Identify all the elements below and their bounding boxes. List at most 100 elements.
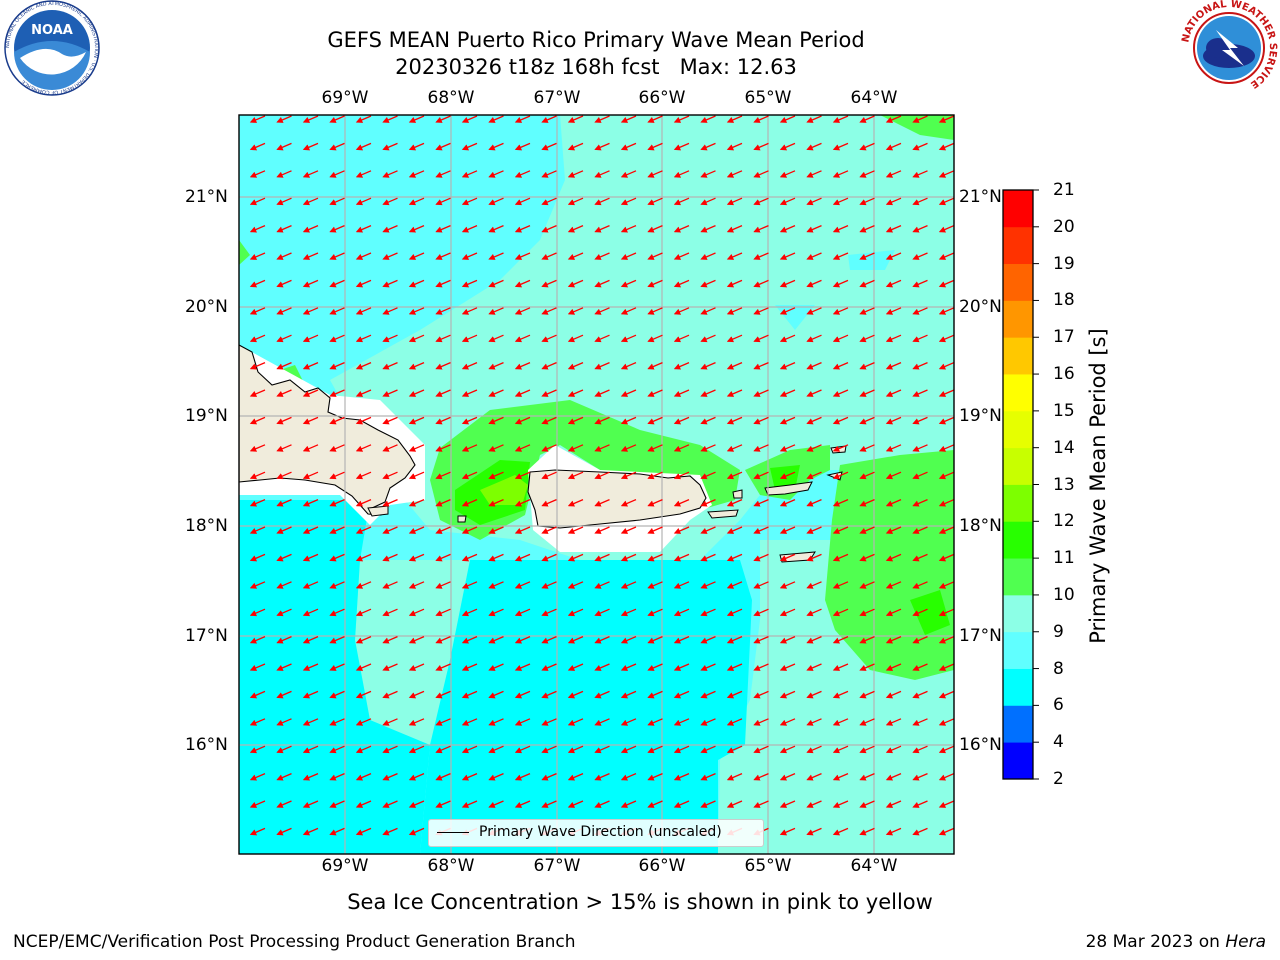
wave-arrow — [673, 389, 690, 397]
colorbar-segment — [1003, 447, 1033, 485]
wave-arrow — [726, 197, 743, 206]
wave-arrow — [541, 142, 557, 151]
wave-arrow — [832, 142, 849, 151]
lon-label-bottom: 67°W — [533, 856, 581, 876]
wave-arrow — [249, 800, 266, 808]
wave-arrow — [779, 115, 796, 123]
wave-arrow — [355, 334, 372, 343]
wave-arrow — [541, 690, 557, 699]
wave-arrow — [355, 526, 372, 534]
wave-arrow — [541, 362, 557, 370]
wave-arrow — [885, 526, 902, 534]
wave-arrow — [647, 142, 663, 151]
wave-arrow — [249, 389, 266, 397]
wave-arrow — [488, 745, 504, 754]
colorbar-tick-label: 21 — [1053, 180, 1075, 200]
wave-arrow — [488, 553, 504, 562]
wave-arrow — [859, 416, 875, 425]
wave-arrow — [488, 581, 504, 589]
wave-arrow — [461, 279, 478, 288]
wave-arrow — [938, 800, 954, 808]
wave-arrow — [302, 800, 319, 808]
wave-arrow — [541, 334, 557, 343]
wave-arrow — [329, 170, 345, 178]
wave-arrow — [329, 553, 345, 562]
wave-arrow — [647, 334, 663, 343]
wave-arrow — [859, 170, 875, 178]
wave-arrow — [647, 663, 663, 671]
wave-arrow — [355, 608, 372, 617]
wave-arrow — [647, 526, 663, 534]
wave-arrow — [620, 252, 637, 260]
wave-arrow — [408, 526, 425, 534]
wave-arrow — [355, 663, 372, 671]
wave-arrow — [435, 773, 451, 781]
wave-arrow — [329, 800, 345, 808]
wave-arrow — [938, 362, 954, 370]
wave-arrow — [885, 636, 902, 644]
wave-arrow — [832, 773, 849, 781]
wave-arrow — [673, 471, 690, 480]
wave-arrow — [302, 663, 319, 671]
wave-arrow — [514, 745, 531, 754]
wave-arrow — [276, 499, 292, 507]
wave-arrow — [382, 663, 398, 671]
wave-arrow — [276, 334, 292, 343]
colorbar-tick-label: 4 — [1053, 732, 1064, 753]
wave-arrow — [912, 307, 928, 315]
wave-arrow — [488, 389, 504, 397]
wave-arrow — [753, 471, 769, 480]
wave-arrow — [249, 581, 266, 589]
wave-arrow — [249, 279, 266, 288]
wave-arrow — [647, 471, 663, 480]
wave-arrow — [726, 334, 743, 343]
wave-arrow — [249, 773, 266, 781]
wave-arrow — [938, 636, 954, 644]
wave-arrow — [859, 718, 875, 726]
wave-arrow — [382, 334, 398, 343]
wave-arrow — [779, 690, 796, 699]
wave-arrow — [302, 307, 319, 315]
wave-arrow — [329, 362, 345, 370]
wave-arrow — [382, 170, 398, 178]
wave-arrow — [329, 581, 345, 589]
wave-arrow — [594, 800, 610, 808]
wave-arrow — [859, 307, 875, 315]
wave-arrow — [700, 170, 716, 178]
wave-arrow — [673, 553, 690, 562]
lon-label-top: 68°W — [427, 88, 475, 108]
wave-arrow — [779, 389, 796, 397]
wave-arrow — [276, 608, 292, 617]
wave-arrow — [832, 362, 849, 370]
wave-arrow — [514, 142, 531, 151]
wave-arrow — [938, 690, 954, 699]
wave-arrow — [673, 444, 690, 452]
lon-label-top: 64°W — [850, 88, 898, 108]
wave-arrow — [329, 389, 345, 397]
wave-arrow — [461, 608, 478, 617]
wave-arrow — [276, 718, 292, 726]
wave-arrow — [382, 499, 398, 507]
wave-arrow — [647, 444, 663, 452]
wave-arrow — [355, 718, 372, 726]
wave-arrow — [461, 663, 478, 671]
map-gridlines — [239, 115, 954, 854]
wave-arrow — [885, 252, 902, 260]
wave-arrow — [355, 307, 372, 315]
footer-date-text: 28 Mar 2023 on — [1085, 932, 1220, 952]
wave-arrow — [726, 416, 743, 425]
wave-arrow — [541, 745, 557, 754]
wave-arrow — [541, 553, 557, 562]
wave-arrow — [859, 663, 875, 671]
wave-arrow — [594, 663, 610, 671]
wave-arrow — [700, 225, 716, 233]
wave-arrow — [567, 636, 584, 644]
colorbar-segment — [1003, 631, 1033, 669]
wave-arrow — [806, 471, 822, 480]
wave-arrow — [938, 608, 954, 617]
wave-arrow — [594, 197, 610, 206]
lat-label-right: 21°N — [959, 187, 1002, 207]
wave-arrow — [620, 279, 637, 288]
wave-arrow — [408, 170, 425, 178]
